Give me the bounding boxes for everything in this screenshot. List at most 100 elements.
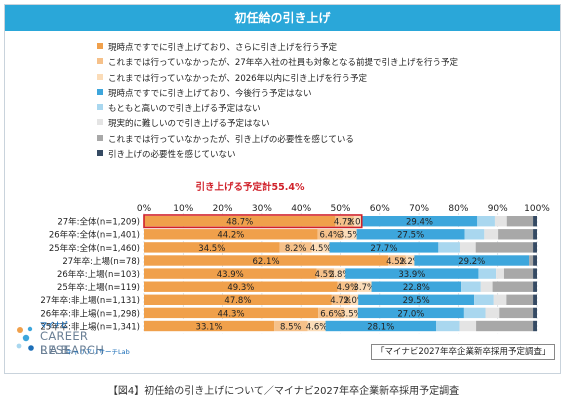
bar-segment bbox=[144, 320, 275, 332]
legend-item: これまでは行っていなかったが、引き上げの必要性を感じている bbox=[97, 133, 458, 148]
data-label: 29.5% bbox=[403, 296, 430, 306]
bar-segment bbox=[350, 294, 359, 305]
category-label: 27年卒:非上場(n=1,131) bbox=[40, 295, 140, 306]
bar-segment bbox=[533, 229, 537, 240]
bar-segment bbox=[329, 242, 439, 253]
category-label: 25年卒:全体(n=1,460) bbox=[49, 243, 140, 254]
data-label: 4.7% bbox=[330, 296, 352, 306]
bar-segment bbox=[144, 268, 317, 279]
bar-segment bbox=[478, 268, 497, 279]
x-tick-label: 80% bbox=[448, 204, 468, 214]
bar-segment bbox=[144, 307, 319, 319]
bar-segment bbox=[484, 229, 499, 240]
data-label: 3.5% bbox=[340, 309, 362, 319]
data-label: 44.3% bbox=[218, 309, 245, 319]
bar-segment bbox=[318, 307, 345, 319]
bar-segment bbox=[459, 242, 476, 253]
legend-label: 引き上げの必要性を感じていない bbox=[108, 150, 236, 161]
bar-segment bbox=[361, 216, 478, 227]
lab-mark-icon bbox=[16, 326, 34, 351]
category-label: 27年:全体(n=1,209) bbox=[57, 217, 140, 228]
bar-segment bbox=[475, 242, 534, 253]
bar-segment bbox=[279, 242, 312, 253]
bar-segment bbox=[357, 281, 372, 292]
data-label: 4.6% bbox=[306, 322, 328, 332]
legend-item: 現時点ですでに引き上げており、今後行う予定はない bbox=[97, 87, 458, 102]
legend-label: これまでは行っていなかったが、引き上げの必要性を感じている bbox=[108, 134, 354, 145]
x-tick-label: 60% bbox=[370, 204, 390, 214]
legend: 現時点ですでに引き上げており、さらに引き上げを行う予定これまでは行っていなかった… bbox=[97, 41, 458, 163]
legend-swatch bbox=[97, 43, 103, 49]
data-label: 4.5% bbox=[315, 270, 337, 280]
bar-segment bbox=[144, 294, 332, 305]
data-label: 2.2% bbox=[399, 257, 421, 267]
data-label: 27.5% bbox=[397, 231, 424, 241]
bar-segment bbox=[335, 216, 354, 227]
legend-item: 引き上げの必要性を感じていない bbox=[97, 148, 458, 163]
bar-segment bbox=[357, 307, 464, 319]
bar-segment bbox=[435, 320, 460, 332]
category-label: 26年卒:非上場(n=1,298) bbox=[40, 308, 140, 319]
data-label: 4.9% bbox=[337, 283, 359, 293]
bar-segment bbox=[325, 320, 436, 332]
bar-segment bbox=[463, 307, 486, 319]
bar-segment bbox=[358, 294, 475, 305]
chart-title: 初任給の引き上げ bbox=[5, 5, 560, 31]
legend-swatch bbox=[97, 134, 103, 141]
data-label: 33.9% bbox=[398, 270, 425, 280]
data-label: 62.1% bbox=[253, 257, 280, 267]
category-label: 27年卒:上場(n=78) bbox=[62, 256, 140, 267]
data-label: 29.2% bbox=[458, 257, 485, 267]
bar-segment bbox=[334, 268, 346, 279]
logo-brand: マイナビ bbox=[40, 321, 68, 329]
data-label: 8.5% bbox=[280, 322, 302, 332]
data-label: 48.7% bbox=[226, 218, 253, 228]
source-note: 「マイナビ2027年卒企業新卒採用予定調査」 bbox=[371, 344, 556, 360]
bar-segment bbox=[533, 307, 537, 319]
bar-segment bbox=[344, 307, 358, 319]
data-label: 3.7% bbox=[353, 283, 375, 293]
bar-segment bbox=[529, 255, 534, 266]
bar-segment bbox=[498, 229, 534, 240]
data-label: 33.1% bbox=[196, 322, 223, 332]
legend-swatch bbox=[97, 58, 103, 65]
x-tick-label: 70% bbox=[409, 204, 429, 214]
legend-item: これまでは行っていなかったが、27年卒入社の社員も対象となる前提で引き上げを行う… bbox=[97, 56, 458, 71]
x-tick-label: 0% bbox=[137, 204, 152, 214]
data-label: 2.0% bbox=[347, 218, 369, 228]
x-tick-label: 20% bbox=[213, 204, 233, 214]
bar-segment bbox=[345, 268, 479, 279]
stacked-bar-chart: 0% 10% 20% 30% 40% 50% 60% 70% 80% 90% 100% 引き上げる予定… bbox=[40, 181, 550, 334]
bar-segment bbox=[464, 229, 485, 240]
data-label: 43.9% bbox=[217, 270, 244, 280]
data-label: 3.5% bbox=[339, 231, 361, 241]
data-label: 27.0% bbox=[397, 309, 424, 319]
bar-segment bbox=[533, 281, 537, 292]
career-research-lab-logo: マイナビ CAREER RESEARCH LAB キャリアリサーチLab bbox=[14, 320, 144, 368]
bar-segment bbox=[144, 229, 318, 240]
legend-label: 現時点ですでに引き上げており、さらに引き上げを行う予定 bbox=[108, 43, 337, 53]
data-label: 49.3% bbox=[227, 283, 254, 293]
data-label: 4.5% bbox=[386, 257, 408, 267]
bar-segment bbox=[331, 294, 351, 305]
legend-item: 現時点ですでに引き上げており、さらに引き上げを行う予定 bbox=[97, 41, 458, 56]
x-tick-label: 40% bbox=[291, 204, 311, 214]
bar-segment bbox=[461, 281, 481, 292]
legend-label: もともと高いので引き上げる予定はない bbox=[108, 104, 261, 115]
data-label: 2.0% bbox=[343, 296, 365, 306]
category-label: 26年卒:上場(n=103) bbox=[57, 269, 140, 280]
bar-segment bbox=[485, 307, 500, 319]
bar-segment bbox=[316, 268, 335, 279]
data-label: 29.4% bbox=[406, 218, 433, 228]
x-tick-label: 100% bbox=[524, 204, 550, 214]
category-label: 26年卒:全体(n=1,401) bbox=[49, 230, 140, 241]
data-label: 47.8% bbox=[224, 296, 251, 306]
legend-swatch bbox=[97, 104, 103, 111]
bar-segment bbox=[533, 320, 537, 332]
bar-segment bbox=[317, 229, 343, 240]
legend-swatch bbox=[97, 88, 103, 95]
bar-segment bbox=[356, 229, 465, 240]
bar-segment bbox=[506, 294, 534, 305]
legend-item: 現実的に難しいので引き上げる予定はない bbox=[97, 117, 458, 132]
bar-segment bbox=[311, 242, 330, 253]
